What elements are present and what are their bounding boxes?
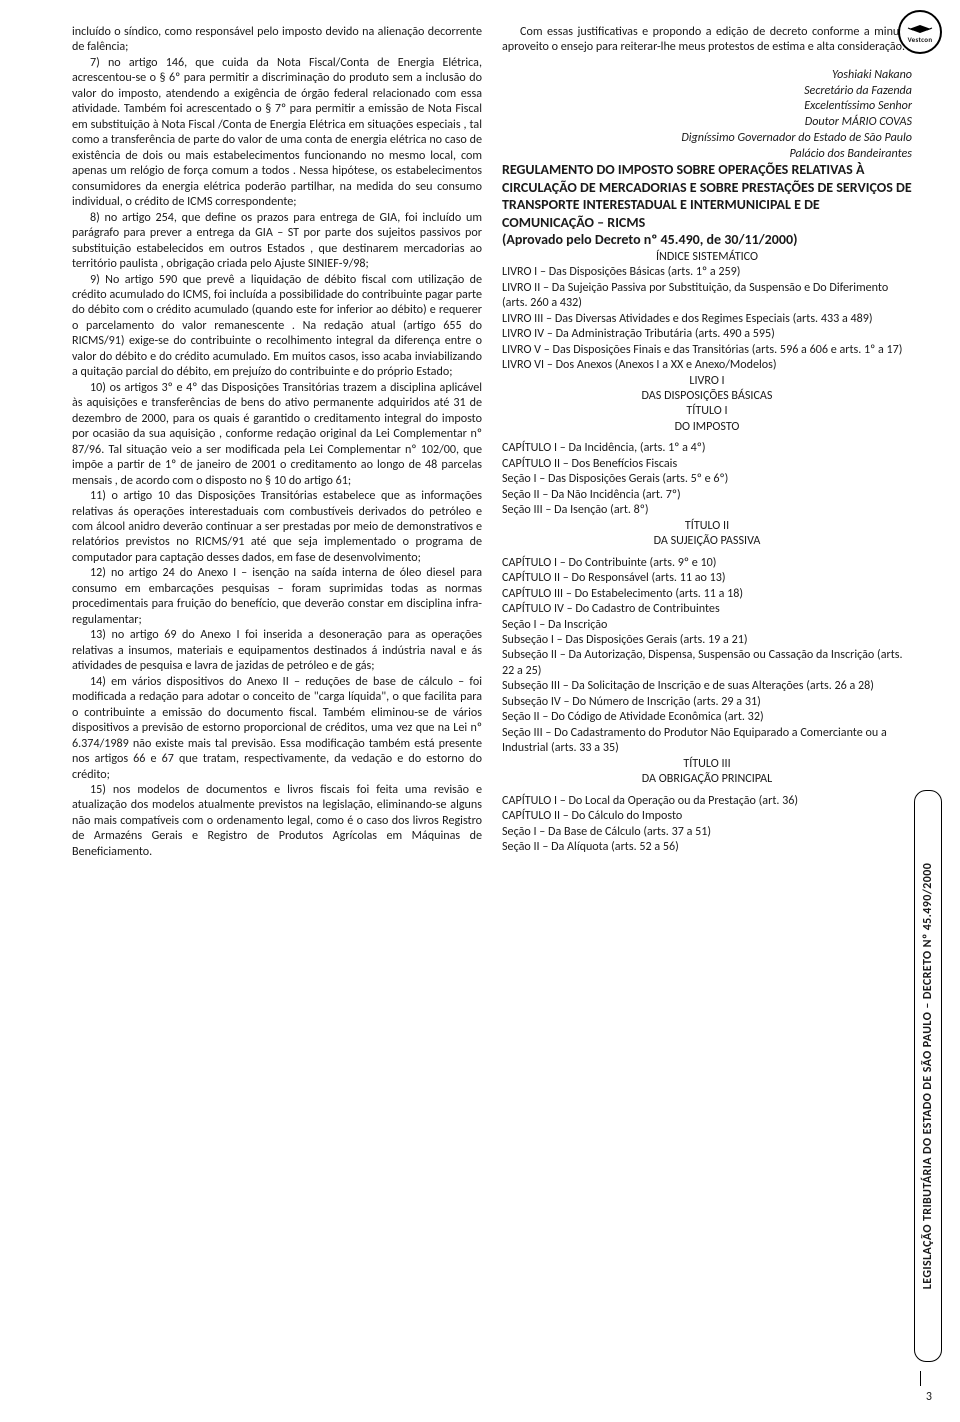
signature-role: Secretário da Fazenda [502,83,912,99]
body-text: incluído o síndico, como responsável pel… [72,24,482,55]
page-number: 3 [926,1390,932,1404]
regulation-title: REGULAMENTO DO IMPOSTO SOBRE OPERAÇÕES R… [502,161,912,231]
body-text: 10) os artigos 3º e 4º das Disposições T… [72,380,482,488]
body-text: 7) no artigo 146, que cuida da Nota Fisc… [72,55,482,210]
regulation-subtitle: (Aprovado pelo Decreto nº 45.490, de 30/… [502,231,912,249]
signature-block: Yoshiaki Nakano Secretário da Fazenda Ex… [502,67,912,161]
section-line: Seção II – Do Código de Atividade Econôm… [502,709,912,724]
index-line: LIVRO V – Das Disposições Finais e das T… [502,342,912,357]
right-column: Com essas justificativas e propondo a ed… [502,24,912,859]
sidebar-label-box: LEGISLAÇÃO TRIBUTÁRIA DO ESTADO DE SÃO P… [914,790,942,1362]
index-heading: ÍNDICE SISTEMÁTICO [502,249,912,264]
section-line: Seção I – Das Disposições Gerais (arts. … [502,471,912,486]
book-subtitle: DAS DISPOSIÇÕES BÁSICAS [502,388,912,403]
chapter-line: CAPÍTULO III – Do Estabelecimento (arts.… [502,586,912,601]
chapter-line: CAPÍTULO I – Da Incidência, (arts. 1º a … [502,440,912,455]
publisher-logo: Vestcon [898,10,942,54]
index-line: LIVRO VI – Dos Anexos (Anexos I a XX e A… [502,357,912,372]
addressee-title: Excelentíssimo Senhor [502,98,912,114]
signature-name: Yoshiaki Nakano [502,67,912,83]
section-line: Seção II – Da Alíquota (arts. 52 a 56) [502,839,912,854]
addressee-name: Doutor MÁRIO COVAS [502,114,912,130]
index-line: LIVRO I – Das Disposições Básicas (arts.… [502,264,912,279]
title-heading: TÍTULO I [502,403,912,418]
body-text: 11) o artigo 10 das Disposições Transitó… [72,488,482,565]
section-line: Seção I – Da Inscrição [502,617,912,632]
title-heading: TÍTULO II [502,518,912,533]
subsection-line: Subseção I – Das Disposições Gerais (art… [502,632,912,647]
logo-text: Vestcon [908,35,933,44]
section-line: Seção III – Da Isenção (art. 8º) [502,502,912,517]
body-text: 14) em vários dispositivos do Anexo II –… [72,674,482,782]
chapter-line: CAPÍTULO II – Do Cálculo do Imposto [502,808,912,823]
title-subtitle: DA OBRIGAÇÃO PRINCIPAL [502,771,912,786]
body-text: 8) no artigo 254, que define os prazos p… [72,210,482,272]
chapter-line: CAPÍTULO II – Do Responsável (arts. 11 a… [502,570,912,585]
chapter-line: CAPÍTULO IV – Do Cadastro de Contribuint… [502,601,912,616]
addressee-place: Palácio dos Bandeirantes [502,146,912,162]
subsection-line: Subseção II – Da Autorização, Dispensa, … [502,647,912,678]
index-line: LIVRO III – Das Diversas Atividades e do… [502,311,912,326]
sidebar-label: LEGISLAÇÃO TRIBUTÁRIA DO ESTADO DE SÃO P… [921,863,935,1289]
subsection-line: Subseção III – Da Solicitação de Inscriç… [502,678,912,693]
addressee-role: Digníssimo Governador do Estado de São P… [502,130,912,146]
body-text: 9) No artigo 590 que prevê a liquidação … [72,272,482,380]
page-columns: incluído o síndico, como responsável pel… [72,24,912,859]
title-subtitle: DO IMPOSTO [502,419,912,434]
title-subtitle: DA SUJEIÇÃO PASSIVA [502,533,912,548]
body-text: 12) no artigo 24 do Anexo I – isenção na… [72,565,482,627]
subsection-line: Subseção IV – Do Número de Inscrição (ar… [502,694,912,709]
body-text: Com essas justificativas e propondo a ed… [502,24,912,55]
section-line: Seção I – Da Base de Cálculo (arts. 37 a… [502,824,912,839]
body-text: 13) no artigo 69 do Anexo I foi inserida… [72,627,482,673]
index-line: LIVRO IV – Da Administração Tributária (… [502,326,912,341]
index-line: LIVRO II – Da Sujeição Passiva por Subst… [502,280,912,311]
left-column: incluído o síndico, como responsável pel… [72,24,482,859]
body-text: 15) nos modelos de documentos e livros f… [72,782,482,859]
chapter-line: CAPÍTULO II – Dos Benefícios Fiscais [502,456,912,471]
section-line: Seção II – Da Não Incidência (art. 7º) [502,487,912,502]
book-heading: LIVRO I [502,373,912,388]
title-heading: TÍTULO III [502,756,912,771]
chapter-line: CAPÍTULO I – Do Contribuinte (arts. 9º e… [502,555,912,570]
section-line: Seção III – Do Cadastramento do Produtor… [502,725,912,756]
chapter-line: CAPÍTULO I – Do Local da Operação ou da … [502,793,912,808]
